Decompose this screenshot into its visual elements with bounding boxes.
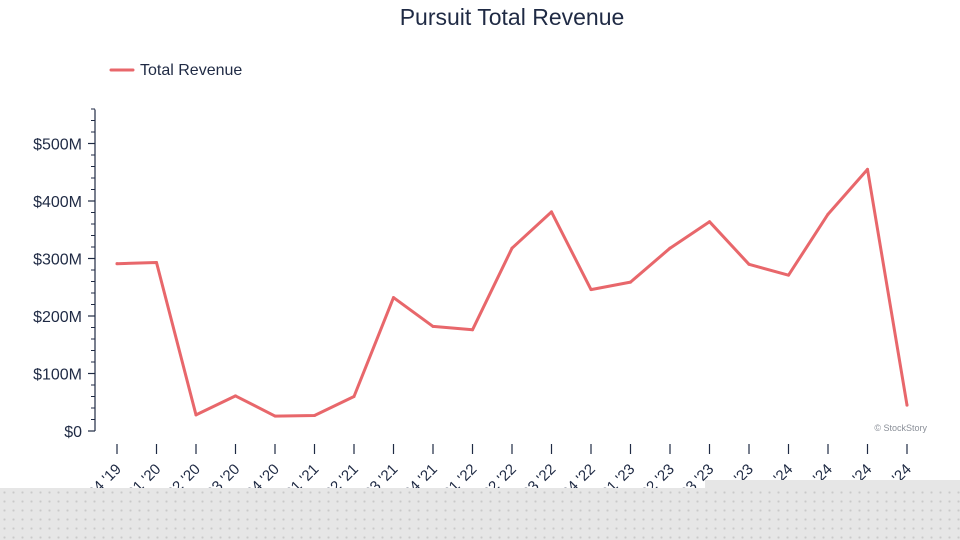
y-tick-label: $300M	[33, 252, 82, 269]
data-point	[273, 414, 277, 418]
data-point	[668, 246, 672, 250]
data-point	[589, 288, 593, 292]
series-line-total-revenue	[115, 167, 909, 418]
y-tick-label: $500M	[33, 137, 82, 154]
data-point	[629, 280, 632, 284]
y-axis: $0 $100M $200M $300M $400M $500M	[33, 108, 96, 441]
y-tick-label: $100M	[33, 367, 82, 384]
legend-label-total-revenue: Total Revenue	[140, 62, 242, 79]
data-point	[550, 210, 553, 214]
series-layer	[115, 167, 909, 418]
bottom-band-edge	[705, 480, 960, 488]
data-point	[905, 403, 909, 407]
data-point	[708, 220, 711, 224]
legend: Total Revenue	[109, 62, 242, 79]
data-point	[352, 395, 356, 398]
data-point	[747, 262, 751, 266]
data-point	[194, 413, 198, 417]
data-point	[155, 261, 158, 265]
data-point	[510, 246, 514, 250]
data-point	[115, 262, 119, 266]
data-point	[866, 167, 869, 171]
data-point	[431, 324, 435, 328]
data-point	[826, 212, 830, 216]
bottom-band	[0, 488, 960, 540]
data-point	[471, 328, 474, 332]
y-tick-label: $200M	[33, 309, 82, 326]
data-point	[787, 273, 790, 277]
y-tick-label: $400M	[33, 194, 82, 211]
data-point	[392, 296, 395, 300]
y-tick-label: $0	[64, 424, 82, 441]
data-point	[313, 413, 316, 417]
data-point	[234, 394, 237, 398]
chart-title: Pursuit Total Revenue	[400, 4, 625, 30]
watermark: © StockStory	[874, 423, 927, 433]
